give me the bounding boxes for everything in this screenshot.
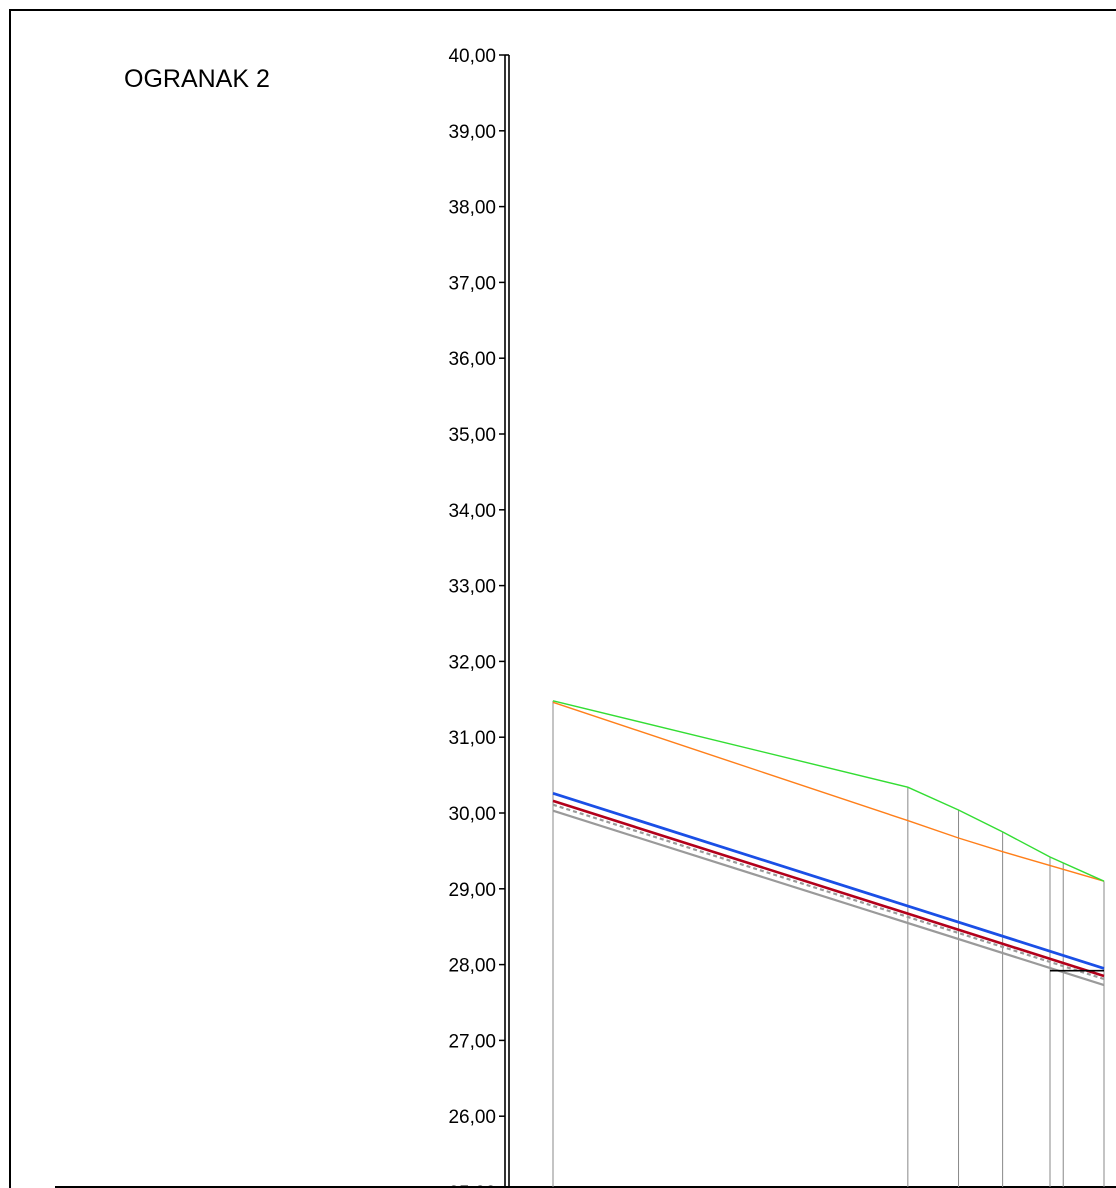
axis-tick-label: 27,00 [448, 1031, 496, 1052]
bedding-top-line [552, 803, 1105, 981]
station-lines [552, 700, 1105, 1187]
axis-tick-label: 28,00 [448, 956, 496, 977]
axis-tick-label: 30,00 [448, 804, 496, 825]
pipe-top-line [552, 791, 1105, 970]
axis-tick-label: 37,00 [448, 273, 496, 294]
axis-tick-label: 34,00 [448, 501, 496, 522]
axis-tick-label: 35,00 [448, 425, 496, 446]
axis-tick-label: 36,00 [448, 349, 496, 370]
axis-ticks: 40,00 39,00 38,00 37,00 36,00 35,00 34,00 33,00… [448, 46, 505, 1188]
axis-tick-label: 25,00 [448, 1183, 496, 1188]
axis-tick-label: 39,00 [448, 122, 496, 143]
axis-tick-label: 26,00 [448, 1107, 496, 1128]
drawing-frame [9, 9, 1116, 1188]
profile-series [552, 700, 1105, 987]
axis-tick-label: 40,00 [448, 46, 496, 67]
pipe-invert-line [552, 799, 1105, 978]
design-grade-line [552, 701, 1105, 882]
axis-tick-label: 31,00 [448, 728, 496, 749]
axis-tick-label: 33,00 [448, 577, 496, 598]
axis-tick-label: 32,00 [448, 652, 496, 673]
axis-tick-label: 38,00 [448, 198, 496, 219]
axis-tick-label: 29,00 [448, 880, 496, 901]
terrain-line [552, 700, 1105, 882]
drawing-title: OGRANAK 2 [124, 65, 270, 93]
bedding-bottom-line [552, 809, 1105, 987]
